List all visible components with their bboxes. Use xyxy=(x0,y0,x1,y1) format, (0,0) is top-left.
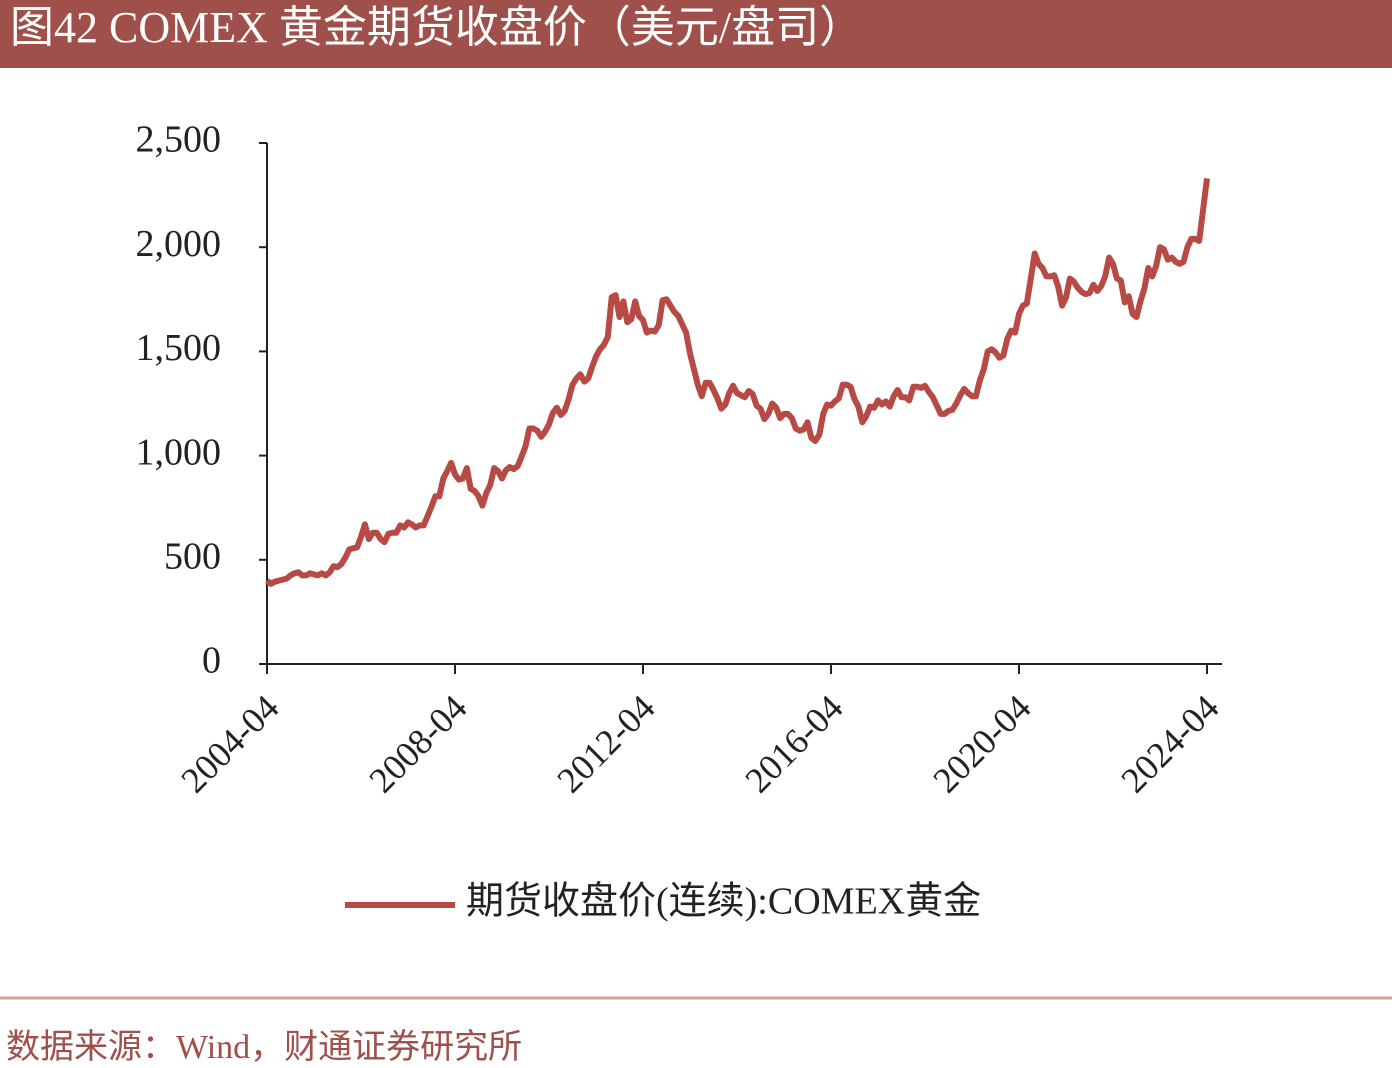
y-tick-label: 2,000 xyxy=(136,223,222,265)
x-tick-label: 2012-04 xyxy=(549,687,662,800)
y-tick-label: 0 xyxy=(202,640,221,682)
x-tick-label: 2024-04 xyxy=(1113,687,1226,800)
y-tick-label: 1,000 xyxy=(136,431,222,473)
legend-label: 期货收盘价(连续):COMEX黄金 xyxy=(466,881,981,923)
x-tick-label: 2004-04 xyxy=(173,687,286,800)
y-tick-label: 1,500 xyxy=(136,327,222,369)
series-line xyxy=(265,178,1210,587)
title-bar xyxy=(0,0,1392,68)
y-tick-label: 2,500 xyxy=(136,119,222,161)
y-tick-label: 500 xyxy=(164,536,221,578)
x-tick-label: 2016-04 xyxy=(737,687,850,800)
source-note: 数据来源：Wind，财通证券研究所 xyxy=(6,1028,522,1066)
chart-title: 图42 COMEX 黄金期货收盘价（美元/盘司） xyxy=(10,3,863,52)
x-tick-label: 2008-04 xyxy=(361,687,474,800)
x-tick-label: 2020-04 xyxy=(925,687,1038,800)
